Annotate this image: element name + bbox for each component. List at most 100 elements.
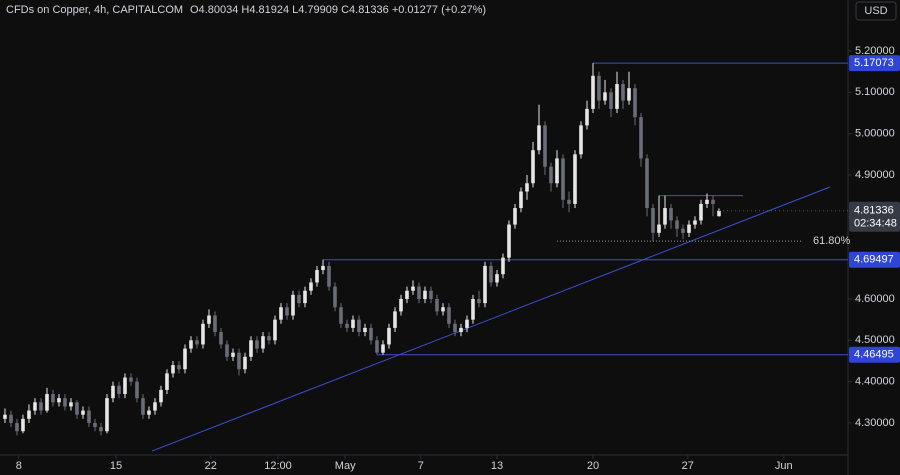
last-price-box: [849, 201, 900, 232]
candle-body: [249, 340, 253, 357]
trendline: [151, 186, 831, 452]
candle-body: [69, 402, 73, 407]
candle-body: [681, 228, 685, 233]
candle-body: [423, 290, 427, 299]
candle-body: [453, 323, 457, 333]
candle-body: [357, 319, 361, 333]
candle-body: [513, 208, 517, 225]
currency-button[interactable]: [855, 1, 897, 21]
candle-body: [279, 307, 283, 320]
candle-body: [711, 199, 715, 204]
candle-body: [363, 327, 367, 333]
candle-body: [63, 398, 67, 407]
y-tick-label: 5.00000: [855, 128, 895, 140]
candle-body: [87, 410, 91, 423]
candle-body: [171, 365, 175, 374]
candle-body: [351, 319, 355, 328]
candle-body: [597, 75, 601, 101]
candle-body: [579, 125, 583, 155]
candle-body: [471, 298, 475, 320]
candle-body: [81, 410, 85, 415]
x-tick-label: May: [335, 460, 356, 472]
candle-body: [537, 125, 541, 151]
candle-body: [687, 224, 691, 233]
candle-body: [555, 158, 559, 184]
candle-body: [195, 340, 199, 345]
level-price-box: [849, 251, 900, 268]
candle-body: [339, 307, 343, 324]
candle-body: [669, 208, 673, 221]
y-tick-label: 4.60000: [855, 293, 895, 305]
level-price-box: [849, 346, 900, 363]
candle-body: [459, 327, 463, 333]
candle-body: [549, 166, 553, 184]
candle-body: [327, 265, 331, 287]
candle-body: [141, 398, 145, 415]
candle-body: [417, 286, 421, 299]
candle-body: [561, 158, 565, 200]
candle-body: [387, 327, 391, 345]
x-tick-label: 12:00: [264, 460, 292, 472]
y-tick-label: 4.90000: [855, 169, 895, 181]
candle-body: [261, 336, 265, 349]
candle-body: [93, 422, 97, 428]
candle-body: [273, 319, 277, 341]
candle-body: [381, 344, 385, 353]
candle-body: [609, 92, 613, 109]
candle-body: [129, 377, 133, 382]
candle-body: [117, 385, 121, 395]
x-tick-label: 15: [110, 460, 122, 472]
y-tick-label: 4.50000: [855, 334, 895, 346]
candle-body: [225, 344, 229, 357]
ohlc-legend: O4.80034 H4.81924 L4.79909 C4.81336 +0.0…: [190, 4, 486, 16]
candle-body: [33, 402, 37, 411]
candle-body: [183, 348, 187, 370]
fib-label: 61.80%: [813, 235, 851, 247]
candle-body: [303, 290, 307, 304]
candle-body: [231, 352, 235, 357]
currency-label[interactable]: USD: [864, 5, 887, 17]
candle-body: [201, 323, 205, 345]
candle-body: [9, 414, 13, 423]
candle-body: [177, 365, 181, 370]
candle-body: [21, 418, 25, 432]
candle-body: [663, 208, 667, 225]
candle-body: [57, 398, 61, 403]
candle-body: [135, 381, 139, 399]
candle-body: [585, 108, 589, 126]
candle-body: [45, 394, 49, 411]
candle-body: [285, 307, 289, 316]
candle-body: [375, 340, 379, 353]
candle-body: [477, 298, 481, 304]
candle-body: [645, 158, 649, 209]
candle-body: [525, 183, 529, 192]
level-price-box: [849, 55, 900, 72]
candle-body: [627, 88, 631, 101]
x-tick-label: 8: [16, 460, 22, 472]
x-tick-label: Jun: [775, 460, 793, 472]
candle-body: [105, 398, 109, 432]
candle-body: [657, 224, 661, 233]
candle-body: [411, 286, 415, 291]
candle-body: [345, 323, 349, 328]
candle-body: [15, 422, 19, 432]
candle-body: [219, 332, 223, 345]
candle-body: [255, 340, 259, 349]
countdown: 02:34:48: [854, 218, 897, 230]
candle-body: [39, 402, 43, 411]
candle-body: [99, 427, 103, 432]
level-price-label: 4.46495: [854, 349, 894, 361]
candle-body: [315, 270, 319, 283]
candle-body: [693, 220, 697, 225]
candle-body: [189, 340, 193, 349]
candle-body: [159, 389, 163, 403]
candle-body: [111, 385, 115, 399]
candle-body: [123, 377, 127, 395]
last-price-label: 4.81336: [854, 205, 894, 217]
candle-body: [147, 410, 151, 415]
candle-body: [507, 224, 511, 258]
candle-body: [699, 203, 703, 221]
candle-body: [333, 286, 337, 308]
